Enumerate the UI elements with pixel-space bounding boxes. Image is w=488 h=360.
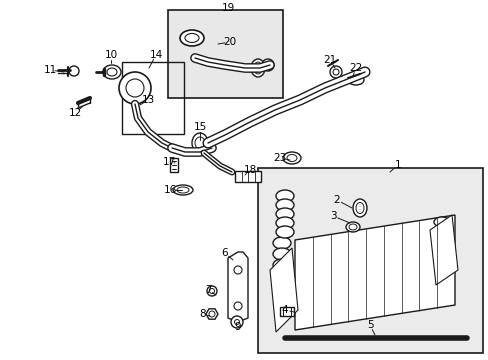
Text: 14: 14 — [149, 50, 163, 60]
Text: 21: 21 — [323, 55, 336, 65]
Ellipse shape — [103, 65, 121, 79]
Ellipse shape — [192, 133, 207, 153]
Circle shape — [234, 320, 239, 324]
Polygon shape — [205, 309, 218, 319]
Ellipse shape — [275, 208, 293, 220]
Ellipse shape — [348, 224, 356, 230]
Ellipse shape — [184, 33, 199, 42]
Ellipse shape — [355, 202, 363, 213]
Text: 3: 3 — [329, 211, 336, 221]
Ellipse shape — [206, 286, 217, 296]
Circle shape — [69, 66, 79, 76]
Text: 9: 9 — [234, 322, 241, 332]
Bar — [122, 62, 183, 134]
Ellipse shape — [209, 288, 214, 293]
Polygon shape — [294, 215, 454, 330]
Ellipse shape — [433, 247, 449, 257]
Ellipse shape — [286, 154, 296, 162]
Bar — [280, 307, 293, 316]
Text: 12: 12 — [68, 108, 81, 118]
Text: 20: 20 — [223, 37, 236, 47]
Bar — [235, 171, 261, 182]
Ellipse shape — [272, 237, 290, 249]
Ellipse shape — [283, 152, 301, 164]
Ellipse shape — [177, 187, 189, 193]
Circle shape — [262, 59, 273, 71]
Polygon shape — [429, 215, 457, 285]
Ellipse shape — [173, 185, 193, 195]
Ellipse shape — [275, 226, 293, 238]
Text: 7: 7 — [204, 285, 211, 295]
Ellipse shape — [107, 68, 117, 76]
Polygon shape — [227, 252, 247, 322]
Circle shape — [234, 266, 242, 274]
Ellipse shape — [275, 217, 293, 229]
Bar — [258, 168, 482, 353]
Circle shape — [126, 79, 143, 97]
Text: 11: 11 — [43, 65, 57, 75]
Circle shape — [230, 316, 243, 328]
Text: 8: 8 — [199, 309, 206, 319]
Text: 6: 6 — [221, 248, 228, 258]
Ellipse shape — [180, 30, 203, 46]
Circle shape — [332, 69, 338, 75]
Text: 2: 2 — [333, 195, 340, 205]
Text: 5: 5 — [366, 320, 372, 330]
Text: 23: 23 — [273, 153, 286, 163]
Ellipse shape — [346, 222, 359, 232]
Bar — [170, 158, 178, 172]
Ellipse shape — [253, 62, 262, 74]
Ellipse shape — [433, 227, 449, 237]
Text: 10: 10 — [104, 50, 117, 60]
Text: 22: 22 — [348, 63, 362, 73]
Ellipse shape — [272, 259, 290, 271]
Text: 1: 1 — [394, 160, 401, 170]
Text: 17: 17 — [162, 157, 175, 167]
Ellipse shape — [347, 75, 363, 85]
Circle shape — [234, 302, 242, 310]
Circle shape — [329, 66, 341, 78]
Ellipse shape — [433, 217, 449, 227]
Bar — [168, 10, 283, 98]
Ellipse shape — [275, 199, 293, 211]
Ellipse shape — [250, 59, 264, 77]
Ellipse shape — [275, 190, 293, 202]
Circle shape — [208, 311, 215, 317]
Text: 16: 16 — [163, 185, 176, 195]
Ellipse shape — [433, 237, 449, 247]
Text: 13: 13 — [141, 95, 154, 105]
Text: 4: 4 — [281, 305, 288, 315]
Ellipse shape — [352, 199, 366, 217]
Ellipse shape — [272, 281, 290, 293]
Polygon shape — [269, 248, 297, 332]
Text: 15: 15 — [193, 122, 206, 132]
Text: 18: 18 — [243, 165, 256, 175]
Ellipse shape — [272, 270, 290, 282]
Ellipse shape — [272, 248, 290, 260]
Circle shape — [119, 72, 151, 104]
Ellipse shape — [195, 137, 204, 149]
Text: 19: 19 — [221, 3, 234, 13]
